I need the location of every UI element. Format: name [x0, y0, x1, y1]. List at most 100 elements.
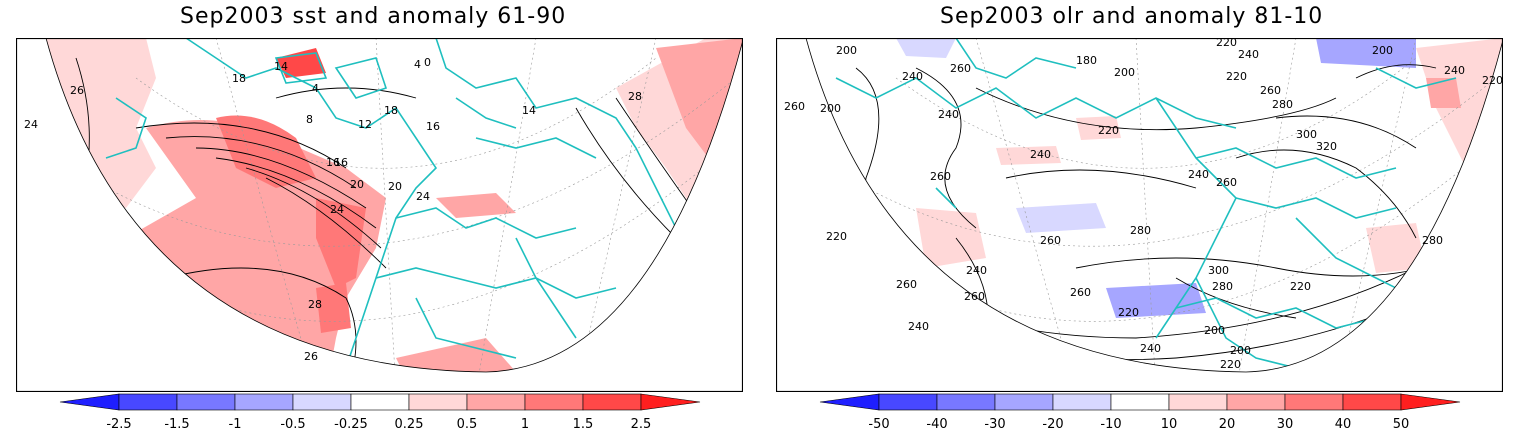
contour-label: 280 — [1272, 98, 1293, 111]
contour-label: 260 — [784, 100, 805, 113]
colorbar-arrow-low — [819, 393, 880, 411]
contour-label: 240 — [902, 70, 923, 83]
contour-label: 18 — [384, 104, 398, 117]
contour-label: 24 — [330, 203, 344, 216]
colorbar-cell — [936, 393, 996, 411]
colorbar-tick-label: 30 — [1277, 417, 1294, 430]
contour-label: 260 — [1040, 234, 1061, 247]
olr-colorbar: -50 -40 -30 -20 -10 10 20 30 40 50 — [819, 393, 1461, 430]
colorbar-tick-label: -1 — [229, 417, 242, 430]
colorbar-cell — [1110, 393, 1170, 411]
sst-anomaly-strong-2 — [316, 198, 366, 288]
contour-label: 260 — [1260, 84, 1281, 97]
contour-label: 260 — [930, 170, 951, 183]
graticule — [815, 38, 1497, 372]
contour-label: 320 — [1316, 140, 1337, 153]
colorbar-tick-label: -50 — [868, 417, 889, 430]
olr-anomaly-pos-6 — [1366, 223, 1426, 273]
olr-anomaly-neg-2 — [1016, 203, 1106, 233]
olr-anomaly-pos-3 — [1426, 78, 1461, 108]
olr-anomaly-neg-north-light — [1316, 38, 1416, 68]
colorbar-cell — [994, 393, 1054, 411]
contour-label: 280 — [1130, 224, 1151, 237]
contour-label: 28 — [628, 90, 642, 103]
colorbar-tick-label: -0.5 — [280, 417, 305, 430]
colorbar-cell — [118, 393, 178, 411]
contour-label: 16 — [326, 156, 340, 169]
contour-label: 260 — [950, 62, 971, 75]
colorbar-arrow-high — [1400, 393, 1461, 411]
colorbar-cell — [1226, 393, 1286, 411]
contour-label: 0 — [424, 56, 431, 69]
colorbar-cell — [878, 393, 938, 411]
contour-label: 200 — [820, 102, 841, 115]
contour-label: 220 — [1482, 74, 1503, 87]
contour-label: 16 — [426, 120, 440, 133]
map-frame — [776, 38, 1503, 392]
contour-label: 200 — [1230, 344, 1251, 357]
coastlines — [835, 38, 1457, 369]
colorbar-tick-label: -30 — [984, 417, 1005, 430]
colorbar-cell — [524, 393, 584, 411]
contour-label: 8 — [306, 113, 313, 126]
colorbar-cell — [234, 393, 294, 411]
contour-label: 18 — [232, 72, 246, 85]
contour-label: 180 — [1076, 54, 1097, 67]
colorbar-tick-label: 0.5 — [457, 417, 478, 430]
colorbar-tick-label: 1.5 — [573, 417, 594, 430]
contour-label: 240 — [1140, 342, 1161, 355]
contour-label: 14 — [522, 104, 536, 117]
contour-label: 240 — [1444, 64, 1465, 77]
olr-anomaly-pos-4 — [1076, 116, 1121, 140]
colorbar-tick-label: 40 — [1335, 417, 1352, 430]
colorbar-cell — [350, 393, 410, 411]
sst-anomaly-strong-1 — [216, 115, 316, 188]
contour-label: 240 — [1188, 168, 1209, 181]
contour-label: 12 — [358, 118, 372, 131]
contour-label: 220 — [1098, 124, 1119, 137]
contour-label: 260 — [896, 278, 917, 291]
sst-anomaly-map: 24 26 16 14 8 4 0 18 12 16 20 24 28 26 2… — [16, 38, 743, 392]
colorbar-cell — [176, 393, 236, 411]
colorbar-tick-label: -1.5 — [164, 417, 189, 430]
left-panel-title: Sep2003 sst and anomaly 61-90 — [180, 4, 567, 29]
colorbar-tick-label: 2.5 — [631, 417, 652, 430]
colorbar-tick-label: -40 — [926, 417, 947, 430]
contour-label: 260 — [1216, 176, 1237, 189]
contour-label: 20 — [350, 178, 364, 191]
olr-anomaly-pos-1 — [916, 208, 986, 268]
map-frame — [16, 38, 743, 392]
coastlines — [105, 38, 697, 372]
colorbar-cell — [466, 393, 526, 411]
contour-label: 4 — [312, 82, 319, 95]
colorbar-tick-label: -10 — [1100, 417, 1121, 430]
contour-label: 280 — [1422, 234, 1443, 247]
olr-anomaly-neg-1 — [896, 38, 956, 58]
contour-label: 240 — [908, 320, 929, 333]
contour-label: 4 — [414, 58, 421, 71]
contour-label: 260 — [964, 290, 985, 303]
contour-label: 24 — [24, 118, 38, 131]
colorbar-tick-label: -20 — [1042, 417, 1063, 430]
sst-anomaly-med — [436, 193, 516, 218]
contour-label: 14 — [274, 60, 288, 73]
contour-label: 26 — [304, 350, 318, 363]
contour-label: 220 — [1118, 306, 1139, 319]
contour-label: 200 — [1372, 44, 1393, 57]
olr-anomaly-pos-5 — [996, 146, 1061, 165]
contour-label: 220 — [1226, 70, 1247, 83]
olr-anomaly-neg-3 — [1106, 283, 1206, 318]
contour-label: 240 — [1238, 48, 1259, 61]
contour-label: 220 — [1220, 358, 1241, 371]
sst-anomaly-south — [396, 338, 516, 372]
colorbar-arrow-high — [640, 393, 701, 411]
colorbar-tick-label: -0.25 — [334, 417, 368, 430]
contour-label: 200 — [1114, 66, 1135, 79]
colorbar-cell — [1052, 393, 1112, 411]
colorbar-arrow-low — [59, 393, 120, 411]
contour-label: 20 — [388, 180, 402, 193]
projection-boundary — [805, 38, 1503, 373]
contour-label: 220 — [826, 230, 847, 243]
colorbar-cell — [292, 393, 352, 411]
contour-label: 28 — [308, 298, 322, 311]
